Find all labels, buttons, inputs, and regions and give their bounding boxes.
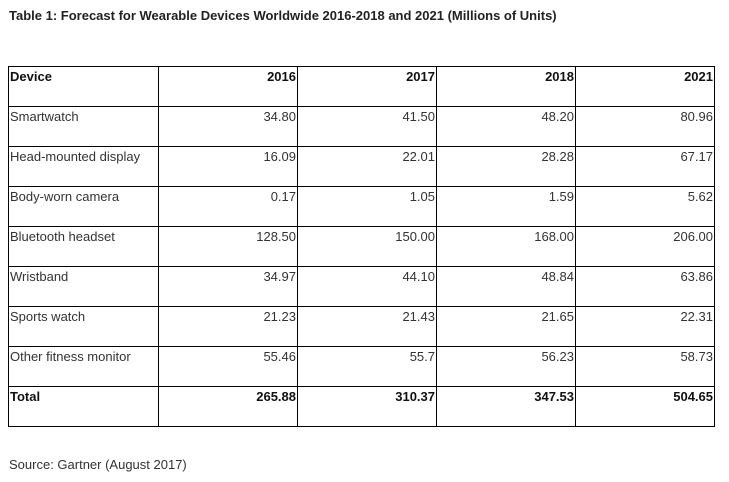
value-cell-2018: 56.23	[436, 346, 576, 387]
value-cell-2021: 80.96	[575, 106, 715, 147]
column-header-2016: 2016	[158, 66, 298, 107]
device-name-cell: Wristband	[8, 266, 159, 307]
table-title: Table 1: Forecast for Wearable Devices W…	[9, 8, 557, 23]
source-note: Source: Gartner (August 2017)	[9, 457, 187, 472]
value-cell-2021: 67.17	[575, 146, 715, 187]
value-cell-2017: 41.50	[297, 106, 437, 147]
value-cell-2021: 5.62	[575, 186, 715, 227]
value-cell-2021: 58.73	[575, 346, 715, 387]
column-header-2021: 2021	[575, 66, 715, 107]
value-cell-2018: 21.65	[436, 306, 576, 347]
value-cell-2016: 21.23	[158, 306, 298, 347]
table-row: Sports watch 21.23 21.43 21.65 22.31	[8, 306, 715, 347]
table-row: Bluetooth headset 128.50 150.00 168.00 2…	[8, 226, 715, 267]
total-row: Total 265.88 310.37 347.53 504.65	[8, 386, 715, 427]
column-header-device: Device	[8, 66, 159, 107]
table-row: Body-worn camera 0.17 1.05 1.59 5.62	[8, 186, 715, 227]
device-name-cell: Smartwatch	[8, 106, 159, 147]
value-cell-2018: 1.59	[436, 186, 576, 227]
value-cell-2018: 168.00	[436, 226, 576, 267]
value-cell-2017: 22.01	[297, 146, 437, 187]
value-cell-2016: 34.80	[158, 106, 298, 147]
table-row: Smartwatch 34.80 41.50 48.20 80.96	[8, 106, 715, 147]
table-header-row: Device 2016 2017 2018 2021	[8, 66, 715, 107]
table-row: Wristband 34.97 44.10 48.84 63.86	[8, 266, 715, 307]
value-cell-2017: 21.43	[297, 306, 437, 347]
value-cell-2018: 48.20	[436, 106, 576, 147]
value-cell-2016: 55.46	[158, 346, 298, 387]
table-row: Head-mounted display 16.09 22.01 28.28 6…	[8, 146, 715, 187]
device-name-cell: Sports watch	[8, 306, 159, 347]
total-cell-2021: 504.65	[575, 386, 715, 427]
value-cell-2016: 128.50	[158, 226, 298, 267]
value-cell-2018: 28.28	[436, 146, 576, 187]
device-name-cell: Body-worn camera	[8, 186, 159, 227]
value-cell-2018: 48.84	[436, 266, 576, 307]
value-cell-2021: 206.00	[575, 226, 715, 267]
value-cell-2017: 55.7	[297, 346, 437, 387]
total-cell-2018: 347.53	[436, 386, 576, 427]
column-header-2018: 2018	[436, 66, 576, 107]
column-header-2017: 2017	[297, 66, 437, 107]
device-name-cell: Other fitness monitor	[8, 346, 159, 387]
total-cell-2017: 310.37	[297, 386, 437, 427]
device-name-cell: Bluetooth headset	[8, 226, 159, 267]
value-cell-2021: 22.31	[575, 306, 715, 347]
value-cell-2017: 1.05	[297, 186, 437, 227]
value-cell-2017: 150.00	[297, 226, 437, 267]
value-cell-2017: 44.10	[297, 266, 437, 307]
forecast-table: Device 2016 2017 2018 2021 Smartwatch 34…	[8, 66, 715, 427]
value-cell-2016: 0.17	[158, 186, 298, 227]
total-cell-2016: 265.88	[158, 386, 298, 427]
value-cell-2021: 63.86	[575, 266, 715, 307]
value-cell-2016: 34.97	[158, 266, 298, 307]
value-cell-2016: 16.09	[158, 146, 298, 187]
table-row: Other fitness monitor 55.46 55.7 56.23 5…	[8, 346, 715, 387]
device-name-cell: Head-mounted display	[8, 146, 159, 187]
total-label-cell: Total	[8, 386, 159, 427]
